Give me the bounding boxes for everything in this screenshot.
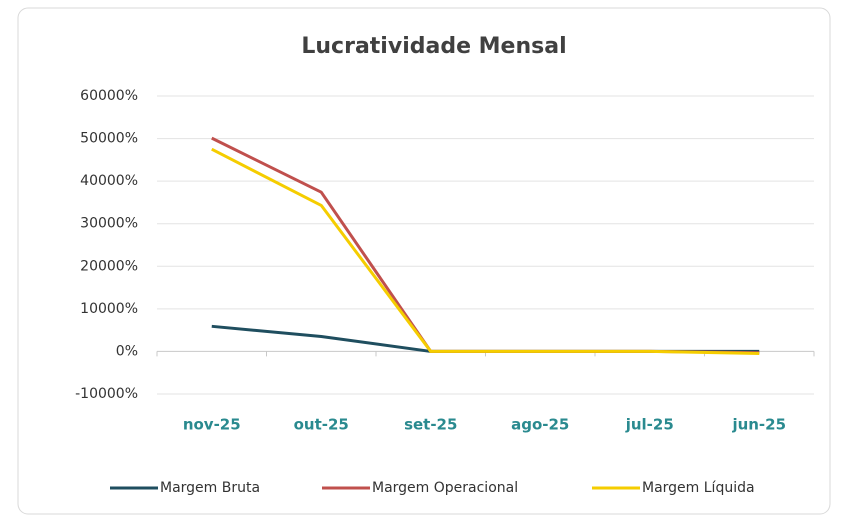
x-tick-label: set-25: [404, 416, 457, 434]
chart-title: Lucratividade Mensal: [301, 34, 566, 59]
legend-label: Margem Líquida: [642, 480, 755, 496]
y-tick-label: 50000%: [80, 131, 138, 147]
legend-label: Margem Operacional: [372, 480, 518, 496]
chart-frame: [17, 7, 831, 515]
y-tick-label: 40000%: [80, 173, 138, 189]
x-tick-label: jul-25: [625, 416, 674, 434]
series-line: [211, 147, 760, 356]
x-tick-label: jun-25: [731, 416, 786, 434]
legend-label: Margem Bruta: [160, 480, 260, 496]
y-tick-label: 60000%: [80, 88, 138, 104]
x-tick-label: out-25: [294, 416, 349, 434]
y-tick-label: 10000%: [80, 301, 138, 317]
x-tick-label: ago-25: [511, 416, 569, 434]
y-tick-label: 20000%: [80, 258, 138, 274]
y-tick-label: -10000%: [75, 386, 138, 402]
x-tick-label: nov-25: [183, 416, 241, 434]
y-tick-label: 0%: [116, 343, 138, 359]
y-tick-label: 30000%: [80, 216, 138, 232]
